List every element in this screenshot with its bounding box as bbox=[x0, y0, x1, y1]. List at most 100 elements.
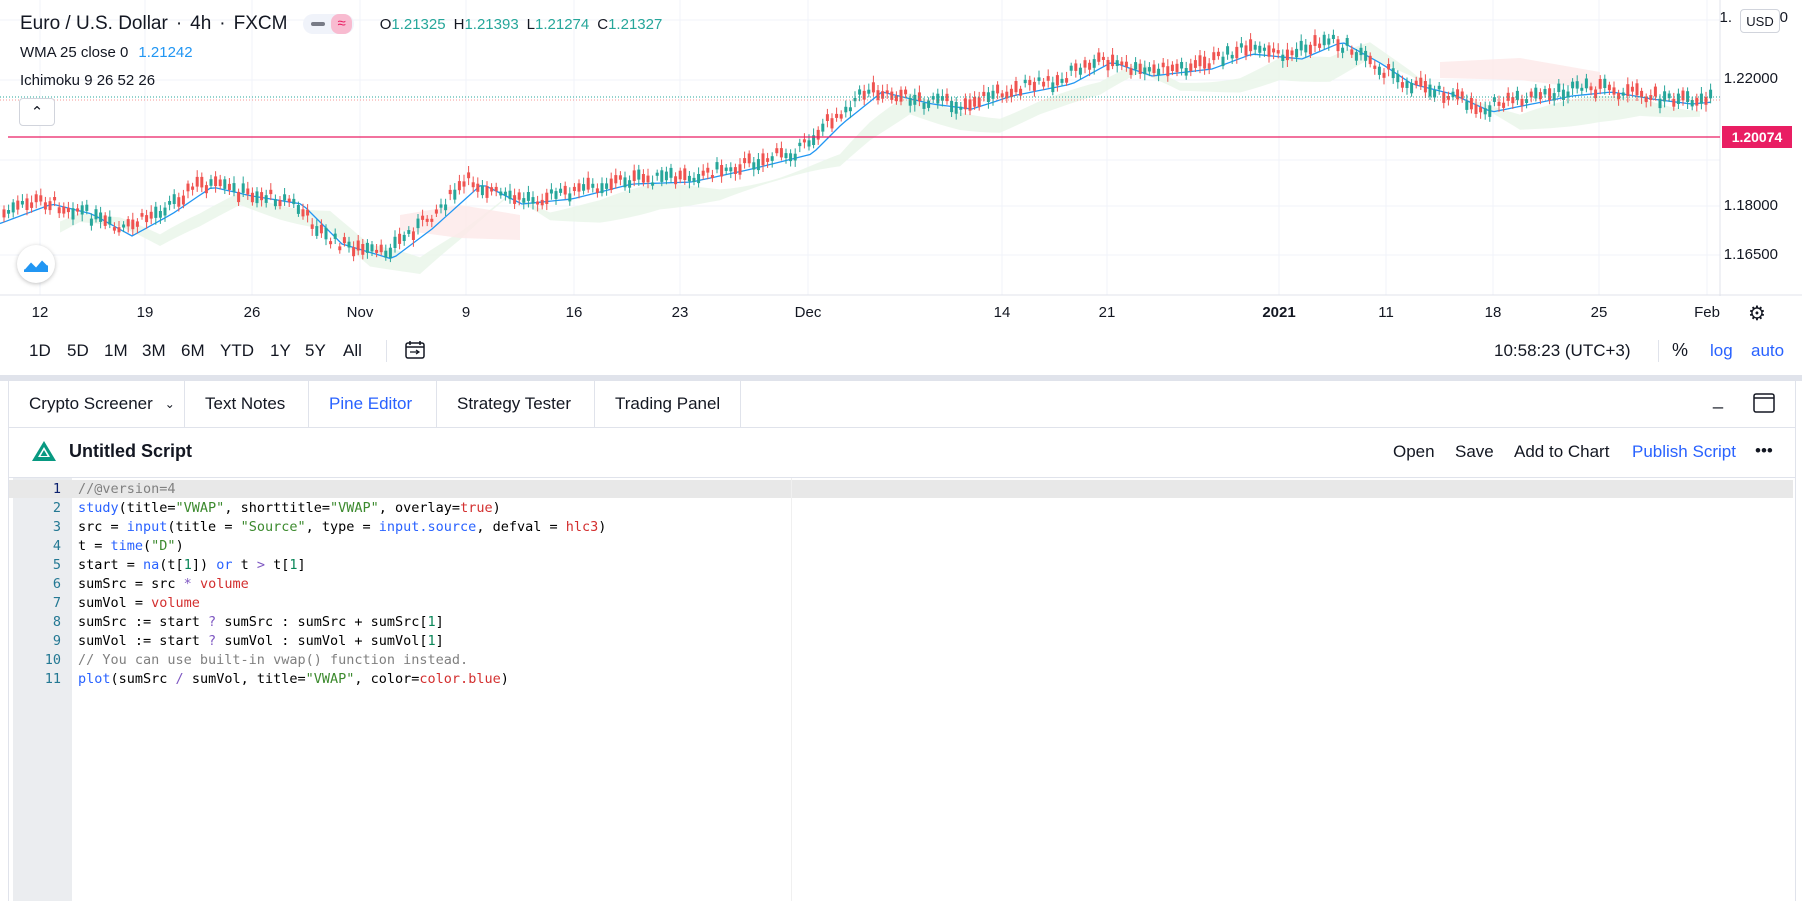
ohlc-value: 1.21393 bbox=[464, 15, 519, 33]
range-button-6m[interactable]: 6M bbox=[181, 341, 205, 360]
code-text: plot(sumSrc / sumVol, title="VWAP", colo… bbox=[78, 671, 509, 687]
indicator-ichimoku[interactable]: Ichimoku 9 26 52 26 bbox=[20, 66, 670, 94]
code-line[interactable]: 5 start = na(t[1]) or t > t[1] bbox=[9, 556, 1793, 575]
line-number: 9 bbox=[52, 633, 61, 649]
calendar-range-icon[interactable] bbox=[404, 339, 426, 366]
time-axis-label: 9 bbox=[461, 304, 471, 321]
code-text: start = na(t[1]) or t > t[1] bbox=[78, 557, 306, 573]
time-axis-label: Feb bbox=[1694, 304, 1720, 321]
maximize-icon[interactable] bbox=[1753, 393, 1775, 418]
ohlc-key: L bbox=[526, 15, 536, 33]
range-button-1y[interactable]: 1Y bbox=[270, 341, 291, 360]
code-text: sumVol := start ? sumVol : sumVol + sumV… bbox=[78, 633, 444, 649]
line-number: 8 bbox=[52, 614, 61, 630]
clock-timezone[interactable]: 10:58:23 (UTC+3) bbox=[1494, 341, 1631, 360]
code-line[interactable]: 3 src = input(title = "Source", type = in… bbox=[9, 518, 1793, 537]
code-line[interactable]: 9 sumVol := start ? sumVol : sumVol + sum… bbox=[9, 632, 1793, 651]
time-axis-label: 2021 bbox=[1262, 304, 1296, 321]
ohlc-value: 1.21327 bbox=[608, 15, 663, 33]
save-button[interactable]: Save bbox=[1455, 442, 1494, 461]
exchange: FXCM bbox=[233, 13, 288, 34]
time-axis-label: 25 bbox=[1590, 304, 1608, 321]
chart-pane[interactable]: Euro / U.S. Dollar · 4h · FXCM ≈ O1.2132… bbox=[0, 0, 1802, 375]
price-label: 1.18000 bbox=[1723, 197, 1778, 214]
tab-text-notes[interactable]: Text Notes bbox=[185, 381, 309, 427]
range-button-3m[interactable]: 3M bbox=[142, 341, 166, 360]
code-line[interactable]: 7 sumVol = volume bbox=[9, 594, 1793, 613]
currency-badge[interactable]: USD bbox=[1740, 9, 1780, 33]
minus-icon bbox=[311, 22, 326, 26]
price-label: 1.16500 bbox=[1723, 246, 1778, 263]
tab-crypto-screener[interactable]: Crypto Screener ⌄ bbox=[9, 381, 185, 427]
collapse-legend-button[interactable]: ⌃ bbox=[19, 98, 55, 126]
code-line[interactable]: 11 plot(sumSrc / sumVol, title="VWAP", co… bbox=[9, 670, 1793, 689]
code-text: t = time("D") bbox=[78, 538, 184, 554]
code-text: // You can use built-in vwap() function … bbox=[78, 652, 469, 668]
line-number: 7 bbox=[52, 595, 61, 611]
log-scale-toggle[interactable]: log bbox=[1710, 341, 1733, 360]
time-axis-label: 12 bbox=[31, 304, 49, 321]
code-text: study(title="VWAP", shorttitle="VWAP", o… bbox=[78, 500, 501, 516]
indicator-value: 1.21242 bbox=[138, 43, 193, 61]
indicator-wma[interactable]: WMA 25 close 0 1.21242 bbox=[20, 38, 670, 66]
ohlc-values: O1.21325 H1.21393 L1.21274 C1.21327 bbox=[380, 16, 671, 33]
price-label-top-end: 0 bbox=[1779, 9, 1788, 26]
price-label-top: 1. bbox=[1719, 9, 1732, 26]
price-label: 1.22000 bbox=[1723, 70, 1778, 87]
code-line[interactable]: 4 t = time("D") bbox=[9, 537, 1793, 556]
code-line[interactable]: 2 study(title="VWAP", shorttitle="VWAP", … bbox=[9, 499, 1793, 518]
indicator-label: Ichimoku 9 26 52 26 bbox=[20, 71, 156, 89]
code-editor[interactable]: 1 //@version=4 2 study(title="VWAP", shortt… bbox=[9, 478, 1795, 901]
symbol-name[interactable]: Euro / U.S. Dollar bbox=[20, 13, 168, 34]
open-button[interactable]: Open bbox=[1393, 442, 1435, 461]
tab-pine-editor[interactable]: Pine Editor bbox=[309, 381, 437, 427]
code-line[interactable]: 1 //@version=4 bbox=[9, 480, 1793, 499]
time-axis-label: 23 bbox=[671, 304, 689, 321]
tradingview-logo[interactable] bbox=[17, 245, 55, 283]
minimize-button[interactable]: _ bbox=[1713, 389, 1724, 409]
ohlc-key: H bbox=[453, 15, 465, 33]
publish-script-button[interactable]: Publish Script bbox=[1632, 442, 1736, 461]
range-button-1d[interactable]: 1D bbox=[29, 341, 51, 360]
code-line[interactable]: 8 sumSrc := start ? sumSrc : sumSrc + sum… bbox=[9, 613, 1793, 632]
panel-tabs: Crypto Screener ⌄ Text Notes Pine Editor … bbox=[9, 381, 1795, 428]
range-button-all[interactable]: All bbox=[343, 341, 362, 360]
more-options-button[interactable]: ••• bbox=[1755, 441, 1773, 460]
time-axis-label: Nov bbox=[346, 304, 374, 321]
chart-legend: Euro / U.S. Dollar · 4h · FXCM ≈ O1.2132… bbox=[20, 10, 670, 94]
code-text: sumSrc := start ? sumSrc : sumSrc + sumS… bbox=[78, 614, 444, 630]
code-line[interactable]: 6 sumSrc = src * volume bbox=[9, 575, 1793, 594]
add-to-chart-button[interactable]: Add to Chart bbox=[1514, 442, 1610, 461]
time-axis-label: 26 bbox=[243, 304, 261, 321]
range-button-5y[interactable]: 5Y bbox=[305, 341, 326, 360]
chevron-down-icon[interactable]: ⌄ bbox=[164, 397, 175, 411]
line-number: 6 bbox=[52, 576, 61, 592]
interval[interactable]: 4h bbox=[190, 13, 212, 34]
auto-scale-toggle[interactable]: auto bbox=[1751, 341, 1785, 360]
pane-divider[interactable] bbox=[0, 375, 1802, 381]
range-toolbar: 1D 5D 1M 3M 6M YTD 1Y 5Y All 10:58:23 (UTC+3) % … bbox=[0, 330, 1802, 372]
script-title[interactable]: Untitled Script bbox=[69, 441, 193, 461]
line-number: 4 bbox=[52, 538, 61, 554]
ohlc-value: 1.21274 bbox=[535, 15, 590, 33]
time-axis[interactable]: 12 19 26 Nov 9 16 23 Dec 14 21 2021 11 18 25 Feb bbox=[0, 296, 1722, 326]
ohlc-key: C bbox=[597, 15, 609, 33]
tab-trading-panel[interactable]: Trading Panel bbox=[595, 381, 741, 427]
chart-style-badge[interactable]: ≈ bbox=[303, 14, 354, 34]
line-number: 5 bbox=[52, 557, 61, 573]
line-number: 11 bbox=[44, 671, 61, 687]
time-axis-label: 18 bbox=[1484, 304, 1502, 321]
range-button-5d[interactable]: 5D bbox=[67, 341, 89, 360]
tab-strategy-tester[interactable]: Strategy Tester bbox=[437, 381, 595, 427]
percent-scale-toggle[interactable]: % bbox=[1672, 340, 1689, 360]
price-chart[interactable] bbox=[0, 0, 1802, 296]
range-button-1m[interactable]: 1M bbox=[104, 341, 128, 360]
wave-icon: ≈ bbox=[331, 14, 352, 34]
alert-price-tag[interactable]: 1.20074 bbox=[1722, 126, 1792, 148]
line-number: 3 bbox=[52, 519, 61, 535]
code-line[interactable]: 10 // You can use built-in vwap() functio… bbox=[9, 651, 1793, 670]
range-button-ytd[interactable]: YTD bbox=[220, 341, 254, 360]
line-number: 10 bbox=[44, 652, 61, 668]
gear-icon[interactable]: ⚙ bbox=[1748, 303, 1766, 325]
ohlc-key: O bbox=[379, 15, 392, 33]
